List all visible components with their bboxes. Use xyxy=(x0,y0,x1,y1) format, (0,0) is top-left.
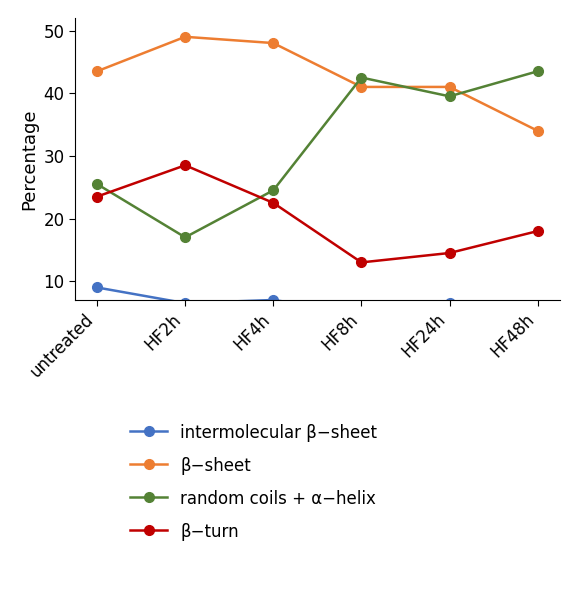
β−sheet xyxy=(93,68,100,75)
random coils + α−helix xyxy=(270,187,277,194)
β−turn xyxy=(93,193,100,200)
β−sheet xyxy=(534,127,541,134)
intermolecular β−sheet xyxy=(358,309,365,316)
random coils + α−helix xyxy=(182,234,189,241)
random coils + α−helix xyxy=(358,74,365,81)
β−turn xyxy=(182,161,189,169)
β−turn xyxy=(358,259,365,266)
intermolecular β−sheet xyxy=(534,302,541,310)
random coils + α−helix xyxy=(93,181,100,188)
Legend: intermolecular β−sheet, β−sheet, random coils + α−helix, β−turn: intermolecular β−sheet, β−sheet, random … xyxy=(122,415,386,549)
β−sheet xyxy=(182,33,189,40)
Line: random coils + α−helix: random coils + α−helix xyxy=(92,67,542,242)
β−sheet xyxy=(358,83,365,91)
β−turn xyxy=(270,199,277,206)
Line: β−sheet: β−sheet xyxy=(92,32,542,136)
β−turn xyxy=(534,227,541,235)
random coils + α−helix xyxy=(534,68,541,75)
Line: intermolecular β−sheet: intermolecular β−sheet xyxy=(92,283,542,317)
β−turn xyxy=(446,250,453,257)
Y-axis label: Percentage: Percentage xyxy=(20,108,38,210)
intermolecular β−sheet xyxy=(446,299,453,307)
intermolecular β−sheet xyxy=(182,299,189,307)
Line: β−turn: β−turn xyxy=(92,160,542,267)
random coils + α−helix xyxy=(446,93,453,100)
intermolecular β−sheet xyxy=(93,284,100,291)
intermolecular β−sheet xyxy=(270,296,277,304)
β−sheet xyxy=(270,40,277,47)
β−sheet xyxy=(446,83,453,91)
